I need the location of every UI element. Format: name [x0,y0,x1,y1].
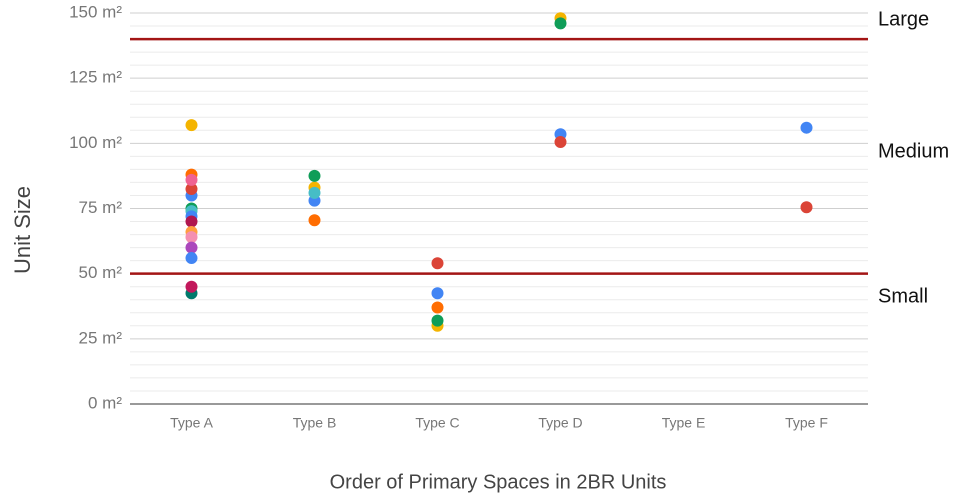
point [185,119,198,132]
annotation: Small [878,285,928,307]
x-tick-label: Type A [170,415,213,431]
annotation: Medium [878,140,949,162]
x-tick-label: Type B [293,415,337,431]
point [185,173,198,186]
point [431,287,444,300]
y-tick-label: 0 m² [88,393,122,412]
y-tick-label: 75 m² [79,198,123,217]
y-axis-label: Unit Size [10,186,35,274]
point [308,169,321,182]
point [431,314,444,327]
x-tick-label: Type D [538,415,582,431]
annotation: Large [878,8,929,30]
point [554,136,567,149]
y-tick-label: 25 m² [79,328,123,347]
x-tick-label: Type F [785,415,828,431]
point [185,280,198,293]
point [185,241,198,254]
point [185,182,198,195]
point [308,186,321,199]
point [554,17,567,30]
y-tick-label: 100 m² [69,133,122,152]
x-axis-label: Order of Primary Spaces in 2BR Units [330,471,667,493]
x-tick-label: Type C [415,415,459,431]
point [800,201,813,214]
point [431,257,444,270]
point [185,252,198,265]
point [185,231,198,244]
y-tick-label: 125 m² [69,68,122,87]
point [800,121,813,134]
point [308,214,321,227]
y-tick-label: 50 m² [79,263,123,282]
y-tick-label: 150 m² [69,2,122,21]
point [185,215,198,228]
point [431,301,444,314]
x-tick-label: Type E [662,415,706,431]
